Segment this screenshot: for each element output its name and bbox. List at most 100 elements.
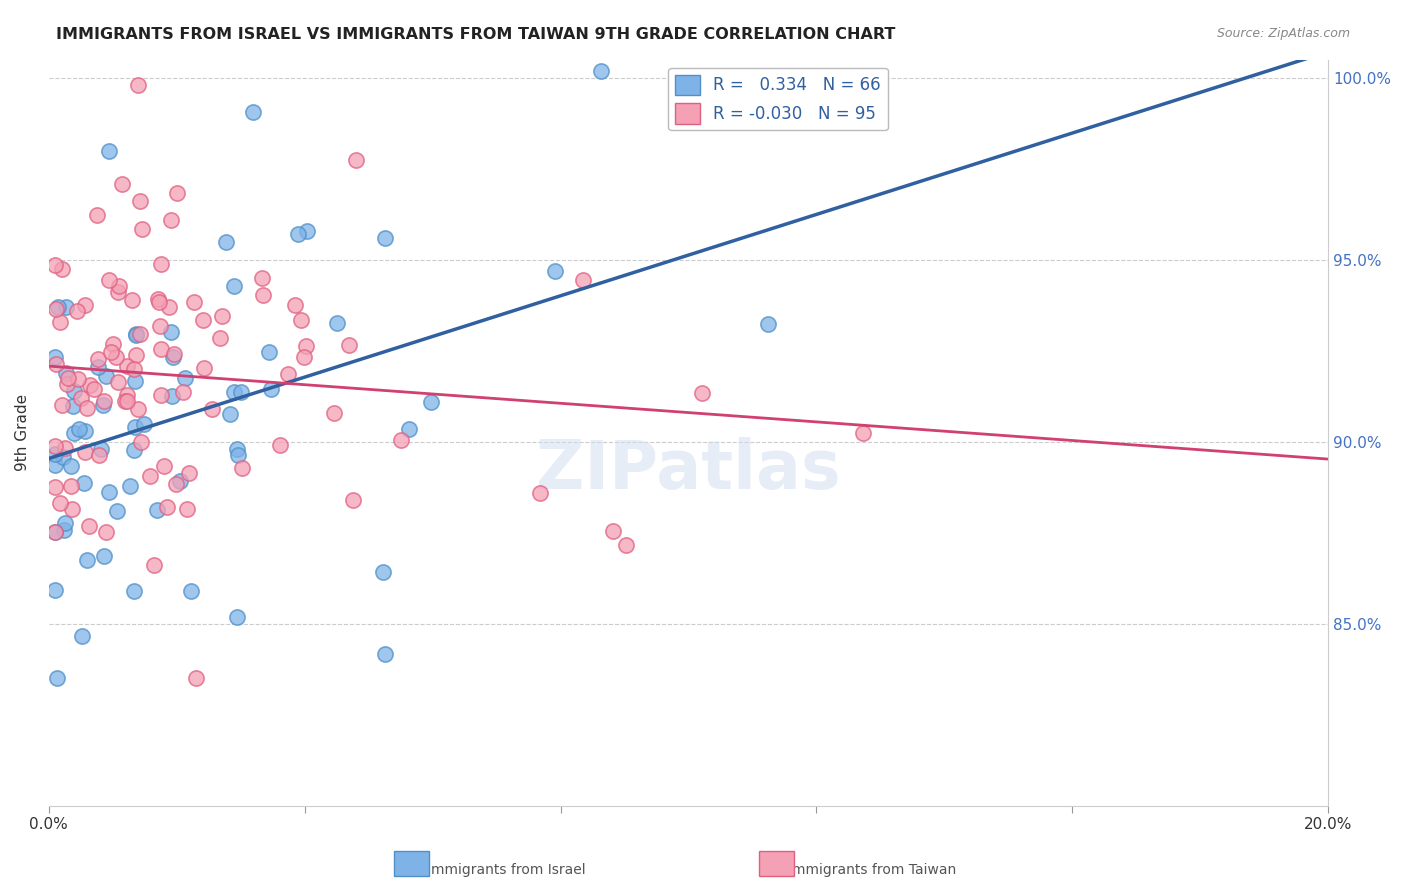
Point [231, 461, 253, 475]
Point [107, 375, 129, 389]
Point [86, 208, 108, 222]
Point [138, 468, 160, 483]
Point [107, 285, 129, 299]
Point [156, 500, 179, 515]
Point [53, 516, 76, 530]
Point [73, 445, 96, 459]
Point [180, 583, 202, 598]
Point [269, 438, 291, 452]
Point [183, 295, 205, 310]
Point [45, 357, 67, 371]
Point [70, 629, 93, 643]
Point [224, 384, 246, 399]
Point [67, 371, 90, 385]
Point [93, 549, 115, 564]
Point [87, 352, 110, 367]
Point [94, 525, 117, 540]
Point [79, 377, 101, 392]
Point [132, 417, 155, 432]
Point [67, 422, 90, 436]
Point [124, 326, 146, 341]
Point [83, 382, 105, 396]
Point [44, 524, 66, 539]
Point [108, 278, 131, 293]
Point [98, 484, 121, 499]
Point [287, 227, 309, 242]
Point [49, 314, 72, 328]
Point [55, 366, 77, 380]
Point [160, 389, 183, 403]
Point [59, 479, 82, 493]
Point [165, 477, 187, 491]
Point [115, 359, 138, 373]
Point [76, 553, 98, 567]
Point [374, 647, 396, 661]
Point [292, 350, 315, 364]
Point [44, 439, 66, 453]
Point [371, 565, 394, 579]
Point [63, 425, 86, 440]
Point [219, 407, 242, 421]
Legend: R =   0.334   N = 66, R = -0.030   N = 95: R = 0.334 N = 66, R = -0.030 N = 95 [668, 68, 887, 130]
Y-axis label: 9th Grade: 9th Grade [15, 394, 30, 471]
Point [122, 442, 145, 457]
Point [76, 401, 98, 416]
Point [690, 386, 713, 401]
Point [259, 382, 281, 396]
Point [150, 343, 173, 357]
Point [129, 327, 152, 342]
Point [115, 394, 138, 409]
Point [56, 371, 79, 385]
Point [160, 213, 183, 227]
Point [572, 272, 595, 286]
Text: ZIPatlas: ZIPatlas [536, 437, 841, 503]
Point [259, 345, 281, 359]
Point [46, 300, 69, 314]
Point [157, 300, 180, 314]
Point [756, 317, 779, 331]
Point [337, 338, 360, 352]
Point [174, 371, 197, 385]
Text: Source: ZipAtlas.com: Source: ZipAtlas.com [1216, 27, 1350, 40]
Point [228, 448, 250, 462]
Point [91, 398, 114, 412]
Point [529, 486, 551, 500]
Point [614, 538, 637, 552]
Point [242, 104, 264, 119]
Point [177, 467, 200, 481]
Point [149, 318, 172, 333]
Point [374, 231, 396, 245]
Point [162, 350, 184, 364]
Point [211, 309, 233, 323]
Point [148, 295, 170, 310]
Point [114, 394, 136, 409]
Point [51, 262, 73, 277]
Point [250, 270, 273, 285]
Point [222, 278, 245, 293]
Point [146, 503, 169, 517]
Point [209, 331, 232, 345]
Point [129, 194, 152, 208]
Point [127, 78, 149, 92]
Point [131, 222, 153, 236]
Point [44, 480, 66, 494]
Point [100, 344, 122, 359]
Point [111, 178, 134, 192]
Point [172, 384, 194, 399]
Point [143, 558, 166, 573]
Point [44, 350, 66, 364]
Point [323, 406, 346, 420]
Point [122, 583, 145, 598]
Point [93, 393, 115, 408]
Point [48, 496, 70, 510]
Point [44, 458, 66, 473]
Point [184, 671, 207, 685]
Point [87, 360, 110, 375]
Point [277, 368, 299, 382]
Point [96, 368, 118, 383]
Point [127, 402, 149, 417]
Point [90, 442, 112, 456]
Point [589, 63, 612, 78]
Point [163, 347, 186, 361]
Point [44, 258, 66, 272]
